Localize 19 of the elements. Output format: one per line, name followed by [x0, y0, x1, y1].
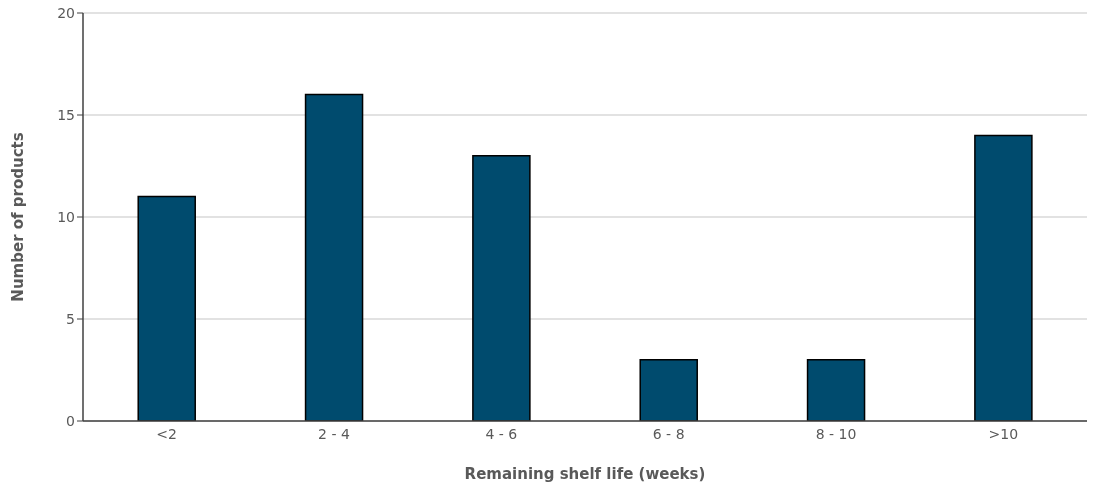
- y-axis-title: Number of products: [9, 132, 28, 302]
- y-tick-label: 15: [57, 106, 75, 123]
- x-tick-label: 2 - 4: [318, 425, 350, 442]
- y-tick-label: 0: [66, 412, 75, 429]
- y-tick-label: 5: [66, 310, 75, 327]
- x-tick-label: <2: [156, 425, 177, 442]
- bar: [639, 359, 698, 421]
- bar: [806, 359, 866, 421]
- y-tick-label: 20: [57, 4, 75, 21]
- y-tick-label: 10: [57, 208, 75, 225]
- bar: [472, 155, 531, 421]
- x-axis-title: Remaining shelf life (weeks): [464, 465, 706, 483]
- bar: [304, 93, 364, 421]
- bar: [137, 195, 196, 421]
- x-tick-label: >10: [988, 425, 1019, 442]
- x-tick-label: 8 - 10: [815, 425, 857, 442]
- x-tick-label: 6 - 8: [652, 425, 685, 442]
- bar: [974, 134, 1033, 421]
- x-tick-label: 4 - 6: [485, 425, 518, 442]
